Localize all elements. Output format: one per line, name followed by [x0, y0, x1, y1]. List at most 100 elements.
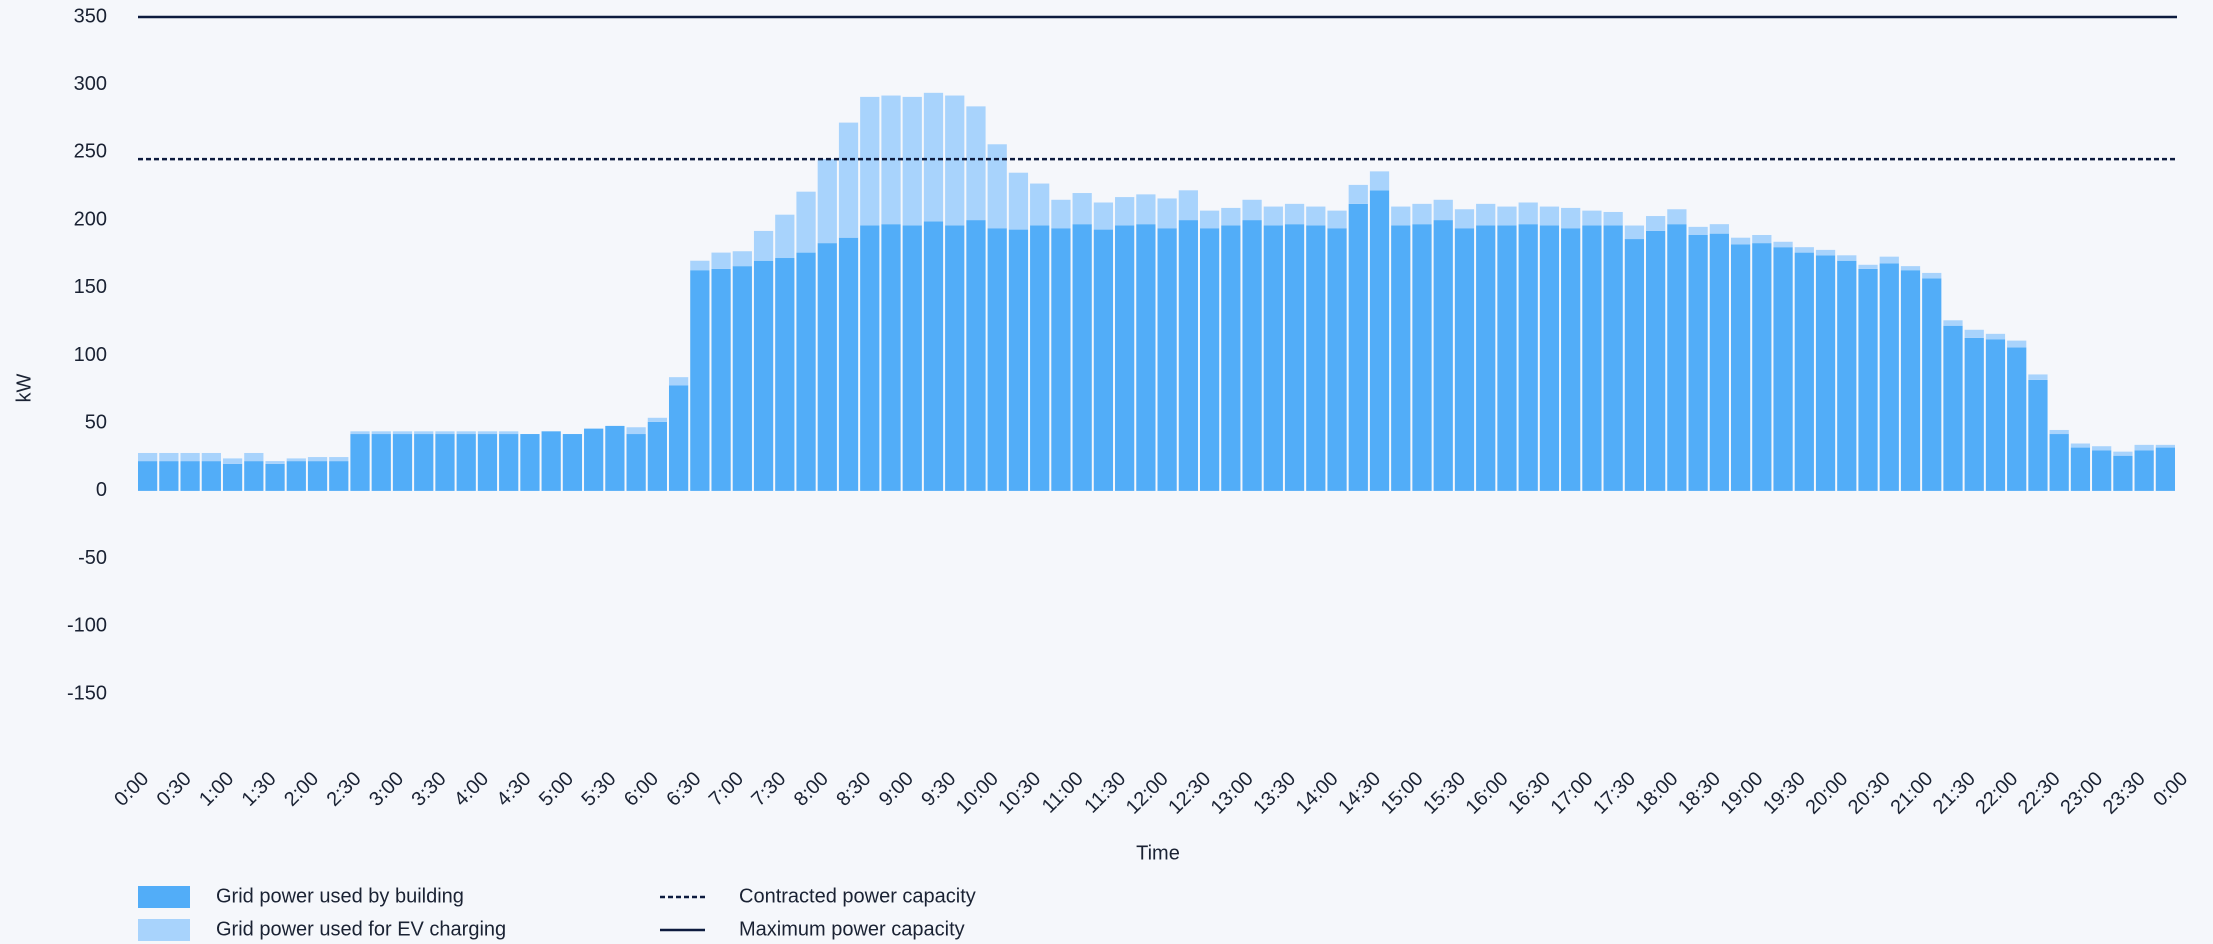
bar-segment [2155, 444, 2175, 448]
bar-segment [435, 431, 455, 435]
bar-segment [2092, 450, 2112, 491]
x-tick-label: 19:00 [1717, 768, 1768, 819]
bar-segment [1709, 233, 1729, 491]
bar-segment [2070, 447, 2091, 491]
bar-segment [1900, 266, 1921, 271]
bar-segment [1752, 234, 1772, 244]
legend-swatch [138, 886, 190, 908]
bar-segment [1922, 272, 1942, 279]
y-tick-label: 300 [74, 73, 107, 95]
bar-segment [392, 434, 413, 491]
bar-segment [1730, 244, 1751, 491]
bar-segment [1858, 264, 1878, 269]
bar-segment [1030, 225, 1050, 491]
bar-segment [456, 431, 476, 435]
bar-segment [180, 452, 200, 462]
bar-segment [371, 434, 391, 491]
bar-segment [753, 230, 774, 261]
bar-segment [647, 417, 667, 422]
x-tick-label: 7:30 [747, 768, 790, 811]
bar-segment [1943, 320, 1963, 326]
bar-segment [711, 268, 731, 491]
bar-segment [1476, 225, 1496, 491]
bar-segment [987, 228, 1007, 491]
bar-segment [605, 425, 625, 491]
x-tick-label: 9:00 [875, 768, 918, 811]
bar-segment [265, 463, 285, 491]
bar-segment [1603, 211, 1623, 226]
bar-segment [2028, 379, 2048, 491]
bar-segment [775, 214, 795, 259]
bar-segment [1476, 203, 1496, 226]
x-tick-label: 0:00 [110, 768, 153, 811]
bar-segment [1327, 228, 1347, 491]
x-tick-label: 23:30 [2099, 768, 2150, 819]
bar-segment [1454, 209, 1475, 229]
x-tick-label: 20:30 [1844, 768, 1895, 819]
bar-segment [1964, 337, 1984, 491]
bar-segment [1178, 190, 1198, 221]
bar-segment [1603, 225, 1623, 491]
bar-segment [796, 191, 816, 253]
bar-segment [1157, 228, 1177, 491]
bar-segment [392, 431, 413, 435]
bar-segment [477, 431, 498, 435]
bar-segment [499, 431, 519, 435]
bar-segment [1667, 224, 1687, 491]
bar-segment [1284, 224, 1305, 491]
bar-segment [1879, 256, 1899, 264]
bar-segment [1199, 210, 1220, 229]
bar-segment [244, 461, 264, 491]
bar-segment [1072, 193, 1092, 225]
bar-segment [1688, 234, 1708, 491]
y-tick-label: 250 [74, 141, 107, 163]
x-tick-label: 7:00 [705, 768, 748, 811]
bar-segment [1306, 206, 1326, 226]
bar-segment [265, 461, 285, 464]
x-tick-label: 1:00 [195, 768, 238, 811]
bar-segment [1157, 198, 1177, 229]
bar-segment [1348, 184, 1368, 204]
x-tick-label: 3:00 [365, 768, 408, 811]
bar-segment [838, 122, 859, 238]
x-tick-label: 6:00 [620, 768, 663, 811]
bar-segment [732, 266, 752, 491]
bar-segment [1773, 247, 1793, 491]
x-tick-label: 20:00 [1801, 768, 1852, 819]
bar-segment [2028, 374, 2048, 380]
bar-segment [1327, 210, 1347, 229]
x-tick-label: 21:00 [1886, 768, 1937, 819]
bar-segment [138, 461, 158, 491]
x-tick-label: 4:30 [492, 768, 535, 811]
bar-segment [966, 106, 986, 221]
bar-segment [456, 434, 476, 491]
bar-segment [2155, 447, 2175, 491]
bar-segment [902, 225, 922, 491]
bar-segment [499, 434, 519, 491]
bar-segment [1985, 333, 2006, 340]
y-axis-label: kW [13, 373, 35, 402]
x-tick-label: 2:00 [280, 768, 323, 811]
bar-segment [1943, 325, 1963, 491]
bar-segment [1858, 268, 1878, 491]
bar-segment [2007, 340, 2027, 348]
bar-segment [647, 421, 667, 491]
bar-segment [1646, 216, 1666, 231]
bar-segment [1688, 226, 1708, 235]
bar-segment [923, 92, 944, 222]
bar-segment [1709, 224, 1729, 234]
bar-segment [1051, 199, 1071, 229]
y-tick-label: -100 [67, 615, 107, 637]
x-tick-label: 18:00 [1632, 768, 1683, 819]
bar-segment [1985, 339, 2006, 491]
bar-segment [945, 95, 965, 226]
bar-segment [201, 452, 221, 462]
legend-label: Maximum power capacity [739, 918, 965, 940]
bar-segment [159, 452, 179, 462]
bar-segment [1093, 202, 1114, 230]
bar-segment [180, 461, 200, 491]
bar-segment [1136, 224, 1156, 491]
x-tick-label: 5:30 [577, 768, 620, 811]
bar-segment [1178, 220, 1198, 491]
